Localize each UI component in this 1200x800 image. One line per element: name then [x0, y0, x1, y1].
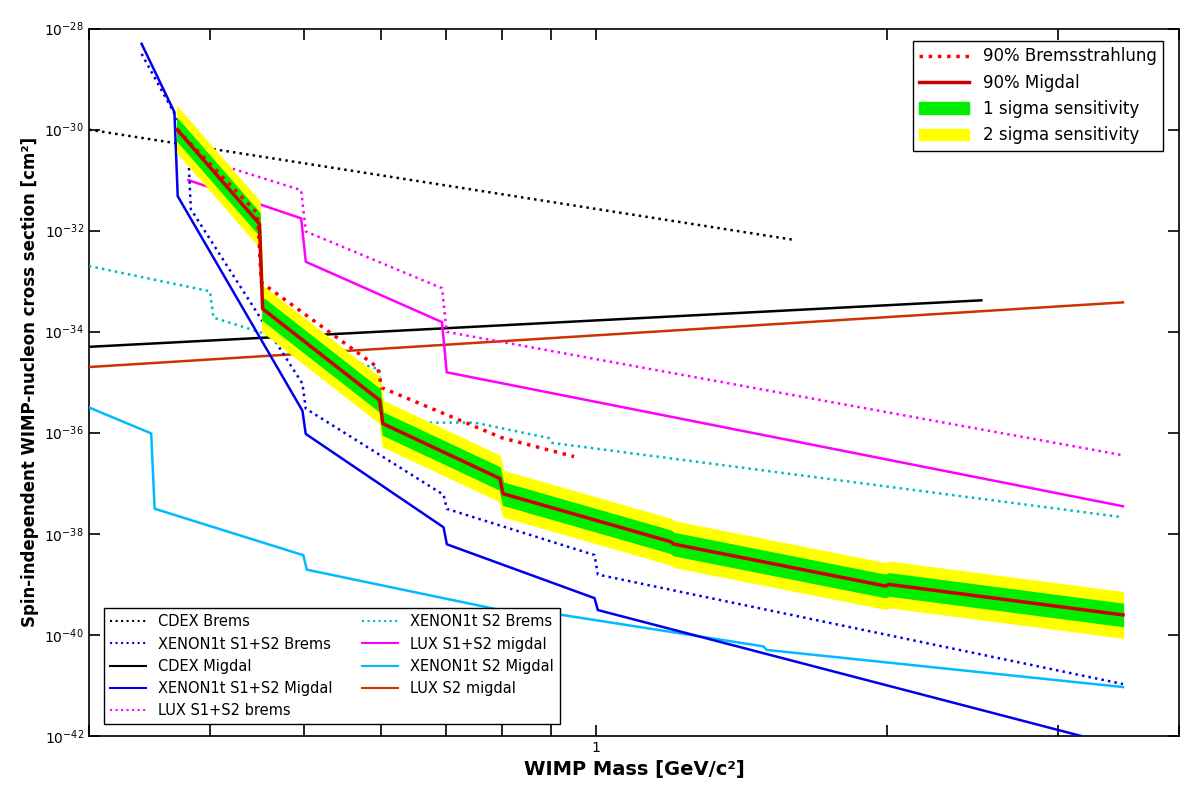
Y-axis label: Spin-independent WIMP-nucleon cross section [cm²]: Spin-independent WIMP-nucleon cross sect… [20, 137, 38, 627]
X-axis label: WIMP Mass [GeV/c²]: WIMP Mass [GeV/c²] [523, 760, 744, 779]
Legend: CDEX Brems, XENON1t S1+S2 Brems, CDEX Migdal, XENON1t S1+S2 Migdal, LUX S1+S2 br: CDEX Brems, XENON1t S1+S2 Brems, CDEX Mi… [104, 609, 559, 724]
